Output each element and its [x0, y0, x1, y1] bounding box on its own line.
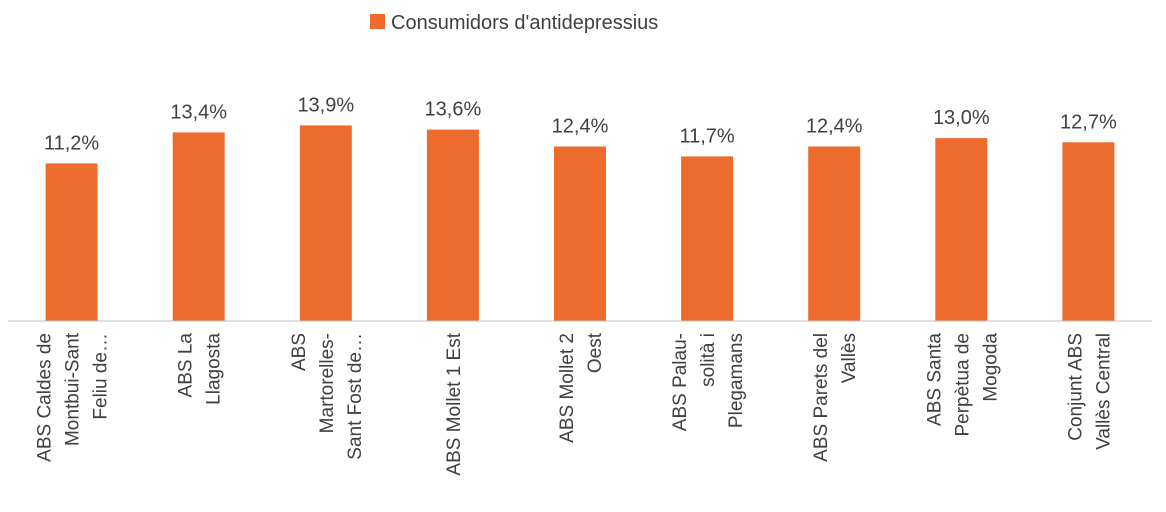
x-tick-label-line: Oest — [585, 332, 606, 373]
x-tick-label-line: Plegamans — [726, 333, 747, 428]
data-labels: 11,2% 13,4% 13,9% 13,6% 12,4% 11,7% 12,4% 13,0%… — [44, 94, 1117, 154]
x-tick-label: ABS Mollet 1 Est — [444, 332, 465, 475]
legend-entry: Consumidors d'antidepressius — [391, 12, 658, 34]
x-tick-label-line: Vallès Central — [1093, 333, 1114, 450]
data-label: 13,9% — [297, 94, 354, 116]
legend: Consumidors d'antidepressius — [370, 12, 658, 34]
x-tick-label: Conjunt ABS Vallès Central — [1065, 333, 1114, 450]
bars — [45, 125, 1115, 322]
x-tick-label-line: Sant Fost de… — [345, 333, 366, 460]
data-label: 11,7% — [679, 125, 734, 147]
x-tick-label-line: Vallès — [839, 333, 860, 383]
x-tick-label-line: Martorelles- — [317, 333, 338, 433]
legend-swatch — [370, 14, 385, 29]
x-tick-label-line: ABS Parets del — [811, 333, 832, 462]
bar — [45, 163, 98, 321]
data-label: 12,4% — [806, 116, 863, 138]
x-tick-label-line: ABS Mollet 2 — [557, 333, 578, 443]
data-label: 12,4% — [552, 116, 609, 138]
x-tick-label: ABS Mollet 2 Oest — [557, 332, 606, 443]
data-label: 12,7% — [1060, 111, 1117, 133]
x-tick-label-line: ABS Mollet 1 Est — [444, 332, 465, 475]
data-label: 13,6% — [425, 99, 482, 121]
x-tick-label-line: Mogoda — [980, 333, 1001, 402]
bar — [935, 138, 988, 321]
x-tick-label-line: ABS Caldes de — [35, 333, 56, 462]
x-tick-label: ABS Parets del Vallès — [811, 333, 860, 462]
x-tick-label: ABS Palau-solità i Plegamans — [670, 333, 747, 431]
x-tick-label-line: Perpètua de — [952, 333, 973, 437]
x-tick-label: ABS Caldes de Montbui-Sant Feliu de… — [35, 332, 112, 462]
data-label: 13,0% — [933, 107, 990, 129]
bar — [554, 146, 606, 321]
x-tick-label-line: Montbui-Sant — [63, 332, 84, 446]
x-tick-label: ABS La Llagosta — [176, 333, 225, 405]
x-tick-label-line: ABS — [289, 333, 310, 371]
x-tick-label-line: ABS Santa — [924, 333, 945, 426]
x-tick-label-line: solità i — [698, 333, 719, 387]
x-tick-label-line: Feliu de… — [91, 333, 112, 420]
bar — [1062, 142, 1115, 321]
bar — [808, 146, 861, 321]
bar — [172, 132, 225, 321]
data-label: 13,4% — [170, 101, 227, 123]
x-tick-label-line: ABS La — [176, 333, 197, 398]
data-label: 11,2% — [44, 132, 99, 154]
bar — [681, 156, 734, 321]
x-tick-label-line: ABS Palau- — [670, 333, 691, 431]
x-tick-label: ABS Santa Perpètua de Mogoda — [924, 333, 1001, 437]
bar — [299, 125, 352, 322]
x-tick-labels: ABS Caldes de Montbui-Sant Feliu de… ABS La… — [35, 332, 1115, 475]
x-tick-label-line: Conjunt ABS — [1065, 333, 1086, 441]
x-tick-label-line: Llagosta — [204, 333, 225, 405]
bar — [426, 129, 479, 321]
x-tick-label: ABS Martorelles- Sant Fost de… — [289, 333, 366, 460]
